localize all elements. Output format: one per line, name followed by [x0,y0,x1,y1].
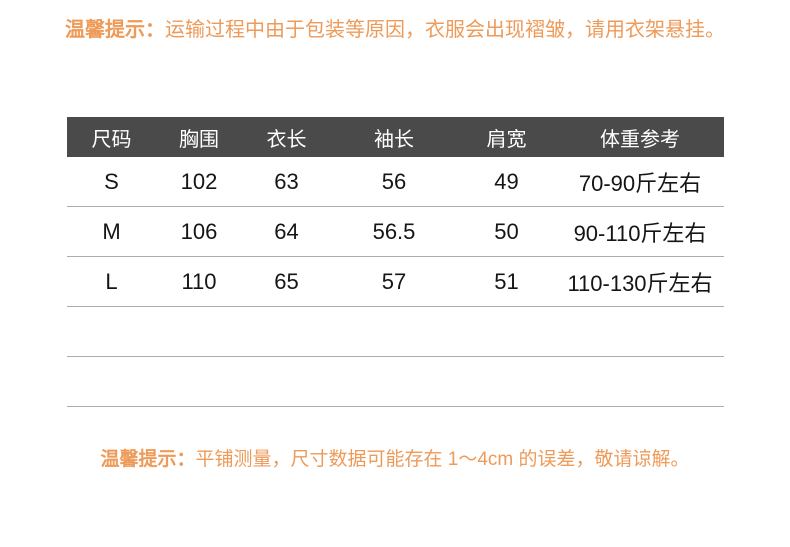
table-row-empty [66,306,724,357]
cell-sleeve: 56 [331,157,457,207]
cell-length: 63 [241,157,332,207]
cell-empty [156,356,242,407]
cell-size: L [66,256,157,307]
cell-empty [331,306,457,357]
size-chart-page: 温馨提示：运输过程中由于包装等原因，衣服会出现褶皱，请用衣架悬挂。 尺码 胸围 … [0,16,790,547]
cell-bust: 102 [156,157,242,207]
top-notice-text: 运输过程中由于包装等原因，衣服会出现褶皱，请用衣架悬挂。 [165,19,725,41]
cell-empty [66,356,157,407]
column-header-bust: 胸围 [156,117,242,157]
cell-shoulder: 49 [456,157,557,207]
cell-shoulder: 50 [456,206,557,257]
column-header-length: 衣长 [241,117,332,157]
column-header-sleeve: 袖长 [331,117,457,157]
cell-empty [241,306,332,357]
table-header-row: 尺码 胸围 衣长 袖长 肩宽 体重参考 [66,117,724,157]
column-header-size: 尺码 [66,117,157,157]
cell-length: 64 [241,206,332,257]
cell-weight: 110-130斤左右 [556,256,724,307]
bottom-notice-text: 平铺测量，尺寸数据可能存在 1～4cm 的误差，敬请谅解。 [195,449,690,470]
cell-empty [156,306,242,357]
cell-empty [331,356,457,407]
cell-sleeve: 57 [331,256,457,307]
cell-empty [556,306,724,357]
cell-empty [456,356,557,407]
cell-length: 65 [241,256,332,307]
column-header-weight: 体重参考 [556,117,724,157]
cell-size: S [66,157,157,207]
cell-empty [456,306,557,357]
table-row-l: L 110 65 57 51 110-130斤左右 [66,256,724,307]
cell-bust: 106 [156,206,242,257]
cell-weight: 90-110斤左右 [556,206,724,257]
table-row-m: M 106 64 56.5 50 90-110斤左右 [66,206,724,257]
table-row-empty [66,356,724,407]
cell-size: M [66,206,157,257]
cell-empty [556,356,724,407]
top-notice-label: 温馨提示： [65,19,165,41]
cell-weight: 70-90斤左右 [556,157,724,207]
column-header-shoulder: 肩宽 [456,117,557,157]
size-table: 尺码 胸围 衣长 袖长 肩宽 体重参考 S 102 63 56 49 70-90… [66,117,724,407]
cell-empty [66,306,157,357]
cell-empty [241,356,332,407]
bottom-notice: 温馨提示：平铺测量，尺寸数据可能存在 1～4cm 的误差，敬请谅解。 [0,446,790,473]
cell-sleeve: 56.5 [331,206,457,257]
cell-bust: 110 [156,256,242,307]
cell-shoulder: 51 [456,256,557,307]
bottom-notice-label: 温馨提示： [100,449,196,470]
top-notice: 温馨提示：运输过程中由于包装等原因，衣服会出现褶皱，请用衣架悬挂。 [0,16,790,44]
table-row-s: S 102 63 56 49 70-90斤左右 [66,157,724,207]
